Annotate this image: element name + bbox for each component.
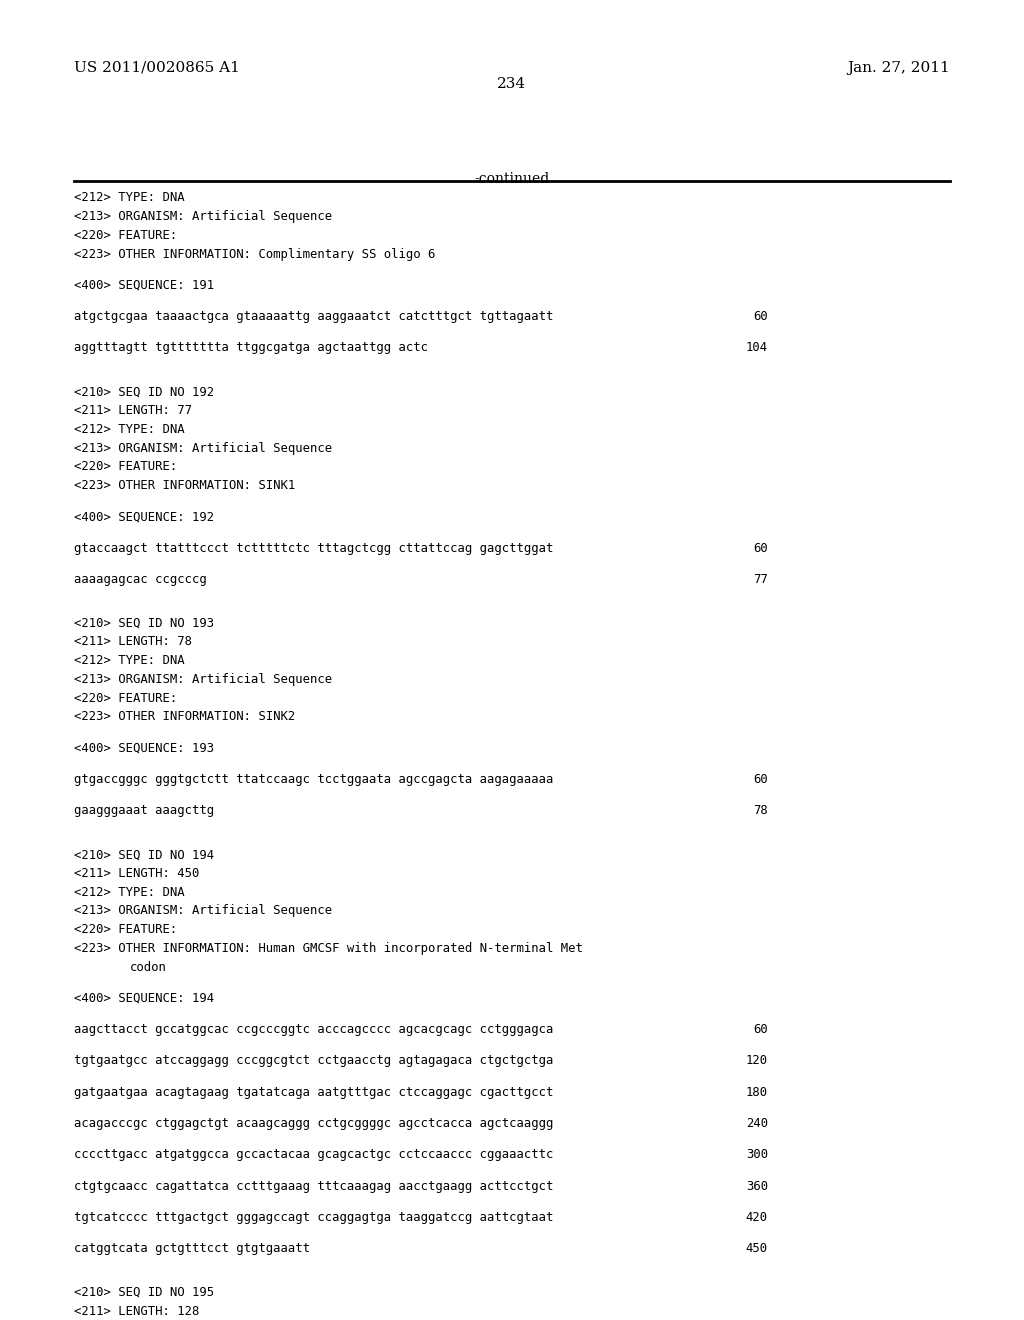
Text: ctgtgcaacc cagattatca cctttgaaag tttcaaagag aacctgaagg acttcctgct: ctgtgcaacc cagattatca cctttgaaag tttcaaa… bbox=[74, 1180, 553, 1192]
Text: 78: 78 bbox=[754, 804, 768, 817]
Text: codon: codon bbox=[130, 961, 167, 974]
Text: 60: 60 bbox=[754, 541, 768, 554]
Text: <210> SEQ ID NO 193: <210> SEQ ID NO 193 bbox=[74, 616, 214, 630]
Text: aagcttacct gccatggcac ccgcccggtc acccagcccc agcacgcagc cctgggagca: aagcttacct gccatggcac ccgcccggtc acccagc… bbox=[74, 1023, 553, 1036]
Text: <400> SEQUENCE: 191: <400> SEQUENCE: 191 bbox=[74, 279, 214, 292]
Text: ccccttgacc atgatggcca gccactacaa gcagcactgc cctccaaccc cggaaacttc: ccccttgacc atgatggcca gccactacaa gcagcac… bbox=[74, 1148, 553, 1162]
Text: tgtgaatgcc atccaggagg cccggcgtct cctgaacctg agtagagaca ctgctgctga: tgtgaatgcc atccaggagg cccggcgtct cctgaac… bbox=[74, 1055, 553, 1068]
Text: 77: 77 bbox=[754, 573, 768, 586]
Text: <223> OTHER INFORMATION: Human GMCSF with incorporated N-terminal Met: <223> OTHER INFORMATION: Human GMCSF wit… bbox=[74, 941, 583, 954]
Text: <211> LENGTH: 450: <211> LENGTH: 450 bbox=[74, 867, 199, 880]
Text: <211> LENGTH: 77: <211> LENGTH: 77 bbox=[74, 404, 191, 417]
Text: <400> SEQUENCE: 192: <400> SEQUENCE: 192 bbox=[74, 511, 214, 523]
Text: <213> ORGANISM: Artificial Sequence: <213> ORGANISM: Artificial Sequence bbox=[74, 673, 332, 686]
Text: Jan. 27, 2011: Jan. 27, 2011 bbox=[848, 61, 950, 75]
Text: -continued: -continued bbox=[474, 172, 550, 186]
Text: <220> FEATURE:: <220> FEATURE: bbox=[74, 923, 177, 936]
Text: <212> TYPE: DNA: <212> TYPE: DNA bbox=[74, 422, 184, 436]
Text: <220> FEATURE:: <220> FEATURE: bbox=[74, 228, 177, 242]
Text: 60: 60 bbox=[754, 774, 768, 785]
Text: <400> SEQUENCE: 194: <400> SEQUENCE: 194 bbox=[74, 991, 214, 1005]
Text: 360: 360 bbox=[745, 1180, 768, 1192]
Text: <210> SEQ ID NO 194: <210> SEQ ID NO 194 bbox=[74, 847, 214, 861]
Text: 234: 234 bbox=[498, 77, 526, 91]
Text: 240: 240 bbox=[745, 1117, 768, 1130]
Text: tgtcatcccc tttgactgct gggagccagt ccaggagtga taaggatccg aattcgtaat: tgtcatcccc tttgactgct gggagccagt ccaggag… bbox=[74, 1210, 553, 1224]
Text: <213> ORGANISM: Artificial Sequence: <213> ORGANISM: Artificial Sequence bbox=[74, 904, 332, 917]
Text: 420: 420 bbox=[745, 1210, 768, 1224]
Text: <220> FEATURE:: <220> FEATURE: bbox=[74, 461, 177, 474]
Text: <212> TYPE: DNA: <212> TYPE: DNA bbox=[74, 886, 184, 899]
Text: 300: 300 bbox=[745, 1148, 768, 1162]
Text: 60: 60 bbox=[754, 310, 768, 323]
Text: 120: 120 bbox=[745, 1055, 768, 1068]
Text: <223> OTHER INFORMATION: Complimentary SS oligo 6: <223> OTHER INFORMATION: Complimentary S… bbox=[74, 248, 435, 260]
Text: gatgaatgaa acagtagaag tgatatcaga aatgtttgac ctccaggagc cgacttgcct: gatgaatgaa acagtagaag tgatatcaga aatgttt… bbox=[74, 1085, 553, 1098]
Text: <220> FEATURE:: <220> FEATURE: bbox=[74, 692, 177, 705]
Text: <213> ORGANISM: Artificial Sequence: <213> ORGANISM: Artificial Sequence bbox=[74, 441, 332, 454]
Text: acagacccgc ctggagctgt acaagcaggg cctgcggggc agcctcacca agctcaaggg: acagacccgc ctggagctgt acaagcaggg cctgcgg… bbox=[74, 1117, 553, 1130]
Text: gtaccaagct ttatttccct tctttttctc tttagctcgg cttattccag gagcttggat: gtaccaagct ttatttccct tctttttctc tttagct… bbox=[74, 541, 553, 554]
Text: <211> LENGTH: 128: <211> LENGTH: 128 bbox=[74, 1304, 199, 1317]
Text: US 2011/0020865 A1: US 2011/0020865 A1 bbox=[74, 61, 240, 75]
Text: 104: 104 bbox=[745, 342, 768, 355]
Text: atgctgcgaa taaaactgca gtaaaaattg aaggaaatct catctttgct tgttagaatt: atgctgcgaa taaaactgca gtaaaaattg aaggaaa… bbox=[74, 310, 553, 323]
Text: <211> LENGTH: 78: <211> LENGTH: 78 bbox=[74, 635, 191, 648]
Text: gtgaccgggc gggtgctctt ttatccaagc tcctggaata agccgagcta aagagaaaaa: gtgaccgggc gggtgctctt ttatccaagc tcctgga… bbox=[74, 774, 553, 785]
Text: <213> ORGANISM: Artificial Sequence: <213> ORGANISM: Artificial Sequence bbox=[74, 210, 332, 223]
Text: <223> OTHER INFORMATION: SINK2: <223> OTHER INFORMATION: SINK2 bbox=[74, 710, 295, 723]
Text: 180: 180 bbox=[745, 1085, 768, 1098]
Text: catggtcata gctgtttcct gtgtgaaatt: catggtcata gctgtttcct gtgtgaaatt bbox=[74, 1242, 309, 1255]
Text: <212> TYPE: DNA: <212> TYPE: DNA bbox=[74, 191, 184, 205]
Text: <223> OTHER INFORMATION: SINK1: <223> OTHER INFORMATION: SINK1 bbox=[74, 479, 295, 492]
Text: <210> SEQ ID NO 192: <210> SEQ ID NO 192 bbox=[74, 385, 214, 399]
Text: aaaagagcac ccgcccg: aaaagagcac ccgcccg bbox=[74, 573, 207, 586]
Text: 60: 60 bbox=[754, 1023, 768, 1036]
Text: 450: 450 bbox=[745, 1242, 768, 1255]
Text: gaagggaaat aaagcttg: gaagggaaat aaagcttg bbox=[74, 804, 214, 817]
Text: aggtttagtt tgttttttta ttggcgatga agctaattgg actc: aggtttagtt tgttttttta ttggcgatga agctaat… bbox=[74, 342, 428, 355]
Text: <400> SEQUENCE: 193: <400> SEQUENCE: 193 bbox=[74, 742, 214, 755]
Text: <212> TYPE: DNA: <212> TYPE: DNA bbox=[74, 655, 184, 667]
Text: <210> SEQ ID NO 195: <210> SEQ ID NO 195 bbox=[74, 1286, 214, 1299]
